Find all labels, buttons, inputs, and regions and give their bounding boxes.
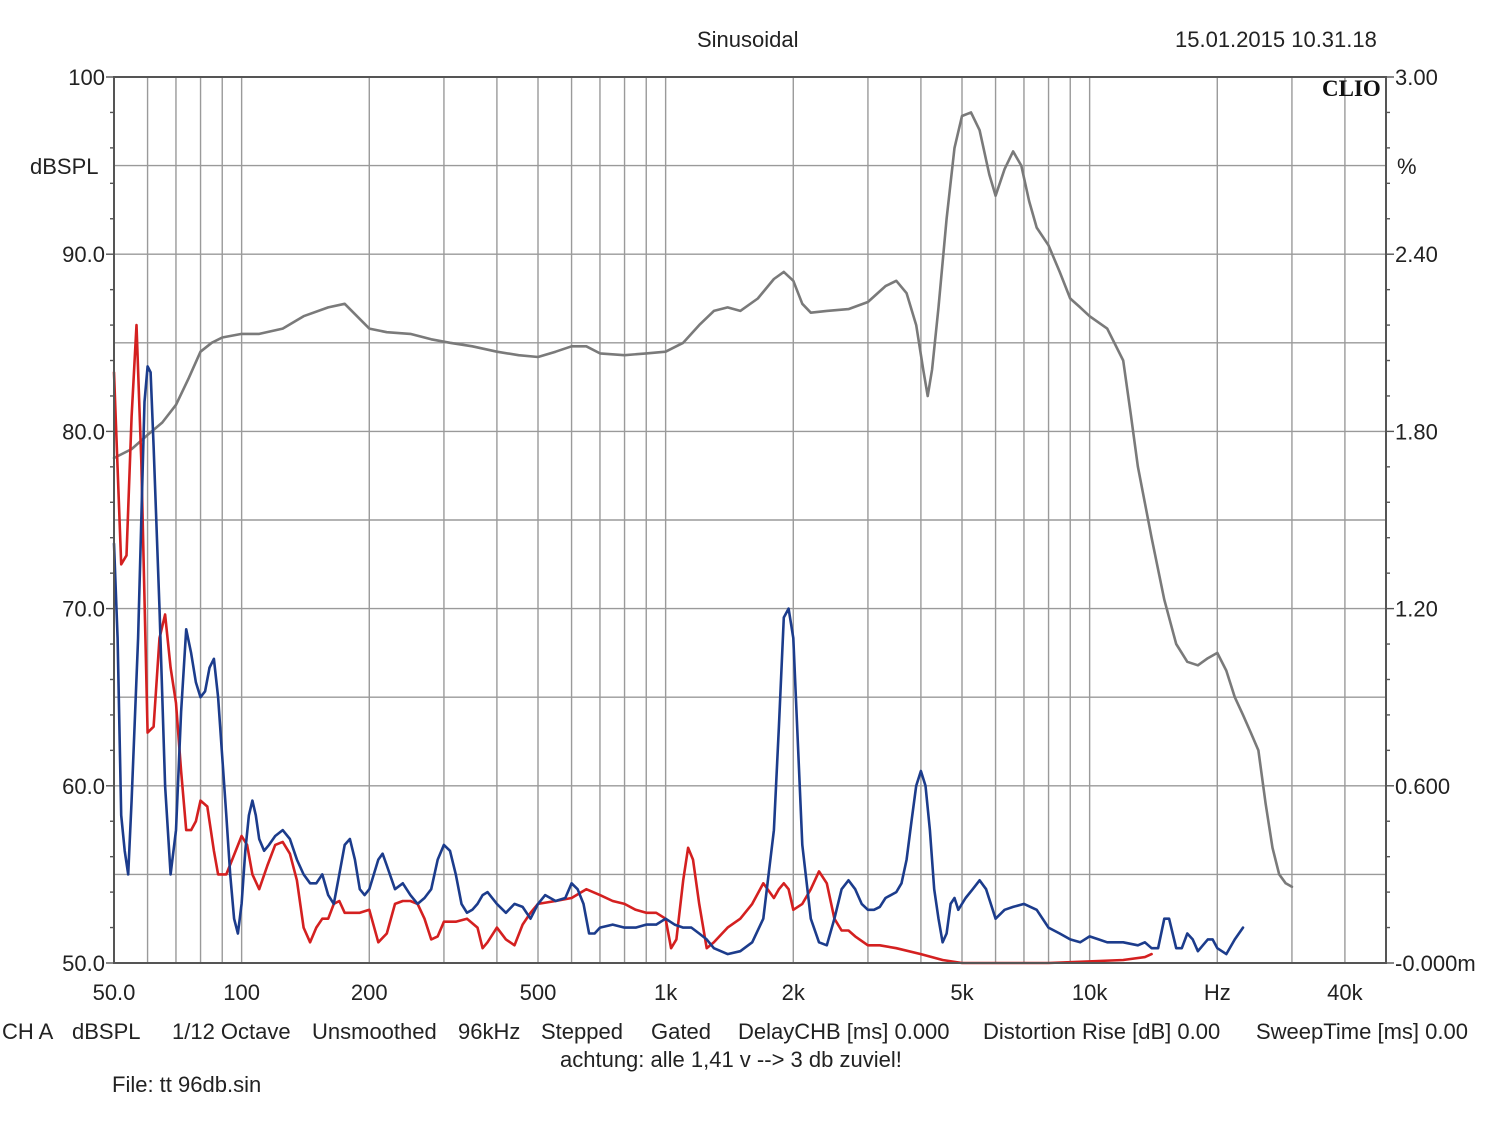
y-tick-label-right: 2.40 bbox=[1395, 242, 1438, 267]
setting-unit: dBSPL bbox=[72, 1019, 141, 1044]
setting-resolution: 1/12 Octave bbox=[172, 1019, 291, 1044]
x-tick-label: 1k bbox=[654, 980, 678, 1005]
plot-area-border bbox=[113, 76, 1387, 964]
chart-tick-labels: 100 90.0 80.0 70.0 60.0 50.0 3.00 2.40 1.80 1.20 0… bbox=[62, 65, 1476, 1005]
chart-frame bbox=[106, 76, 1394, 964]
y-tick-label-right: 1.20 bbox=[1395, 597, 1438, 622]
y-tick-label-left: 60.0 bbox=[62, 774, 105, 799]
chart-series bbox=[112, 111, 1294, 965]
setting-distortion: Distortion Rise [dB] 0.00 bbox=[983, 1019, 1221, 1044]
setting-mode: Stepped bbox=[541, 1019, 623, 1044]
x-tick-label: 50.0 bbox=[93, 980, 136, 1005]
chart-grid bbox=[114, 77, 1386, 963]
y-tick-label-right: 3.00 bbox=[1395, 65, 1438, 90]
footer-note: achtung: alle 1,41 v --> 3 db zuviel! bbox=[560, 1047, 902, 1072]
y-tick-label-left: 70.0 bbox=[62, 597, 105, 622]
x-tick-label: 5k bbox=[950, 980, 974, 1005]
setting-delay: DelayCHB [ms] 0.000 bbox=[738, 1019, 950, 1044]
file-name: File: tt 96db.sin bbox=[112, 1072, 262, 1097]
setting-channel: CH A bbox=[2, 1019, 54, 1044]
chart-datetime: 15.01.2015 10.31.18 bbox=[1175, 27, 1377, 52]
x-tick-label: 500 bbox=[520, 980, 557, 1005]
series-line-response bbox=[112, 111, 1294, 889]
x-tick-label: Hz bbox=[1204, 980, 1231, 1005]
setting-sweep: SweepTime [ms] 0.00 bbox=[1256, 1019, 1468, 1044]
y-tick-label-left: 90.0 bbox=[62, 242, 105, 267]
y-tick-label-left: 100 bbox=[68, 65, 105, 90]
setting-smoothing: Unsmoothed bbox=[312, 1019, 437, 1044]
y-tick-label-right: 0.600 bbox=[1395, 774, 1450, 799]
setting-rate: 96kHz bbox=[458, 1019, 521, 1044]
y-axis-unit-left: dBSPL bbox=[30, 154, 99, 179]
clio-logo: CLIO bbox=[1322, 76, 1381, 101]
chart-title: Sinusoidal bbox=[697, 27, 799, 52]
y-tick-label-left: 50.0 bbox=[62, 951, 105, 976]
y-tick-label-left: 80.0 bbox=[62, 419, 105, 444]
setting-gating: Gated bbox=[651, 1019, 711, 1044]
x-tick-label: 10k bbox=[1072, 980, 1108, 1005]
y-axis-unit-right: % bbox=[1397, 154, 1417, 179]
x-tick-label: 2k bbox=[782, 980, 806, 1005]
x-tick-label: 200 bbox=[351, 980, 388, 1005]
y-tick-label-right: -0.000m bbox=[1395, 951, 1476, 976]
series-line-harmonic2 bbox=[112, 323, 1153, 965]
y-tick-label-right: 1.80 bbox=[1395, 419, 1438, 444]
series-line-harmonic3 bbox=[112, 365, 1245, 956]
x-tick-label: 100 bbox=[223, 980, 260, 1005]
x-tick-label: 40k bbox=[1327, 980, 1363, 1005]
